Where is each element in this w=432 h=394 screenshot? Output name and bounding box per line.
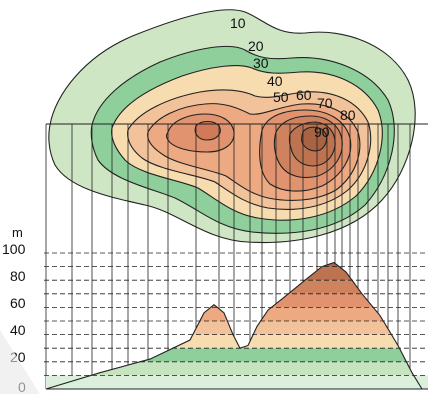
profile-band-90-100 [46,262,422,267]
contour-label-50: 50 [273,89,289,105]
projection-lines [45,124,411,389]
profile-band-80-90 [46,266,422,281]
profile-band-40-50 [46,321,422,335]
profile-band-60-70 [46,293,422,308]
contour-label-60: 60 [296,87,312,103]
profile-axis: m 100 80 60 40 20 0 [2,225,26,394]
axis-tick-40: 40 [10,322,26,338]
contour-label-10: 10 [230,15,246,31]
profile-band-70-80 [46,280,422,294]
contour-labels: 10 20 30 40 50 60 70 80 90 [230,15,356,140]
elevation-profile [44,252,428,390]
contour-60-west-inner [194,120,221,141]
corner-wedge [0,330,40,394]
profile-band-50-60 [46,307,422,321]
axis-tick-100: 100 [2,241,26,257]
profile-band-10-20 [46,361,422,376]
axis-unit-label: m [12,225,23,240]
axis-tick-60: 60 [10,295,26,311]
contour-map [46,9,428,244]
profile-guide-lines [44,252,428,376]
contour-label-80: 80 [340,107,356,123]
contour-label-30: 30 [253,55,269,71]
contour-label-40: 40 [267,73,283,89]
contour-label-20: 20 [248,38,264,54]
profile-band-20-30 [46,348,422,362]
profile-outline [45,261,423,390]
contour-label-70: 70 [317,95,333,111]
contour-label-90: 90 [314,124,330,140]
profile-band-0-10 [46,375,428,389]
axis-tick-80: 80 [10,268,26,284]
